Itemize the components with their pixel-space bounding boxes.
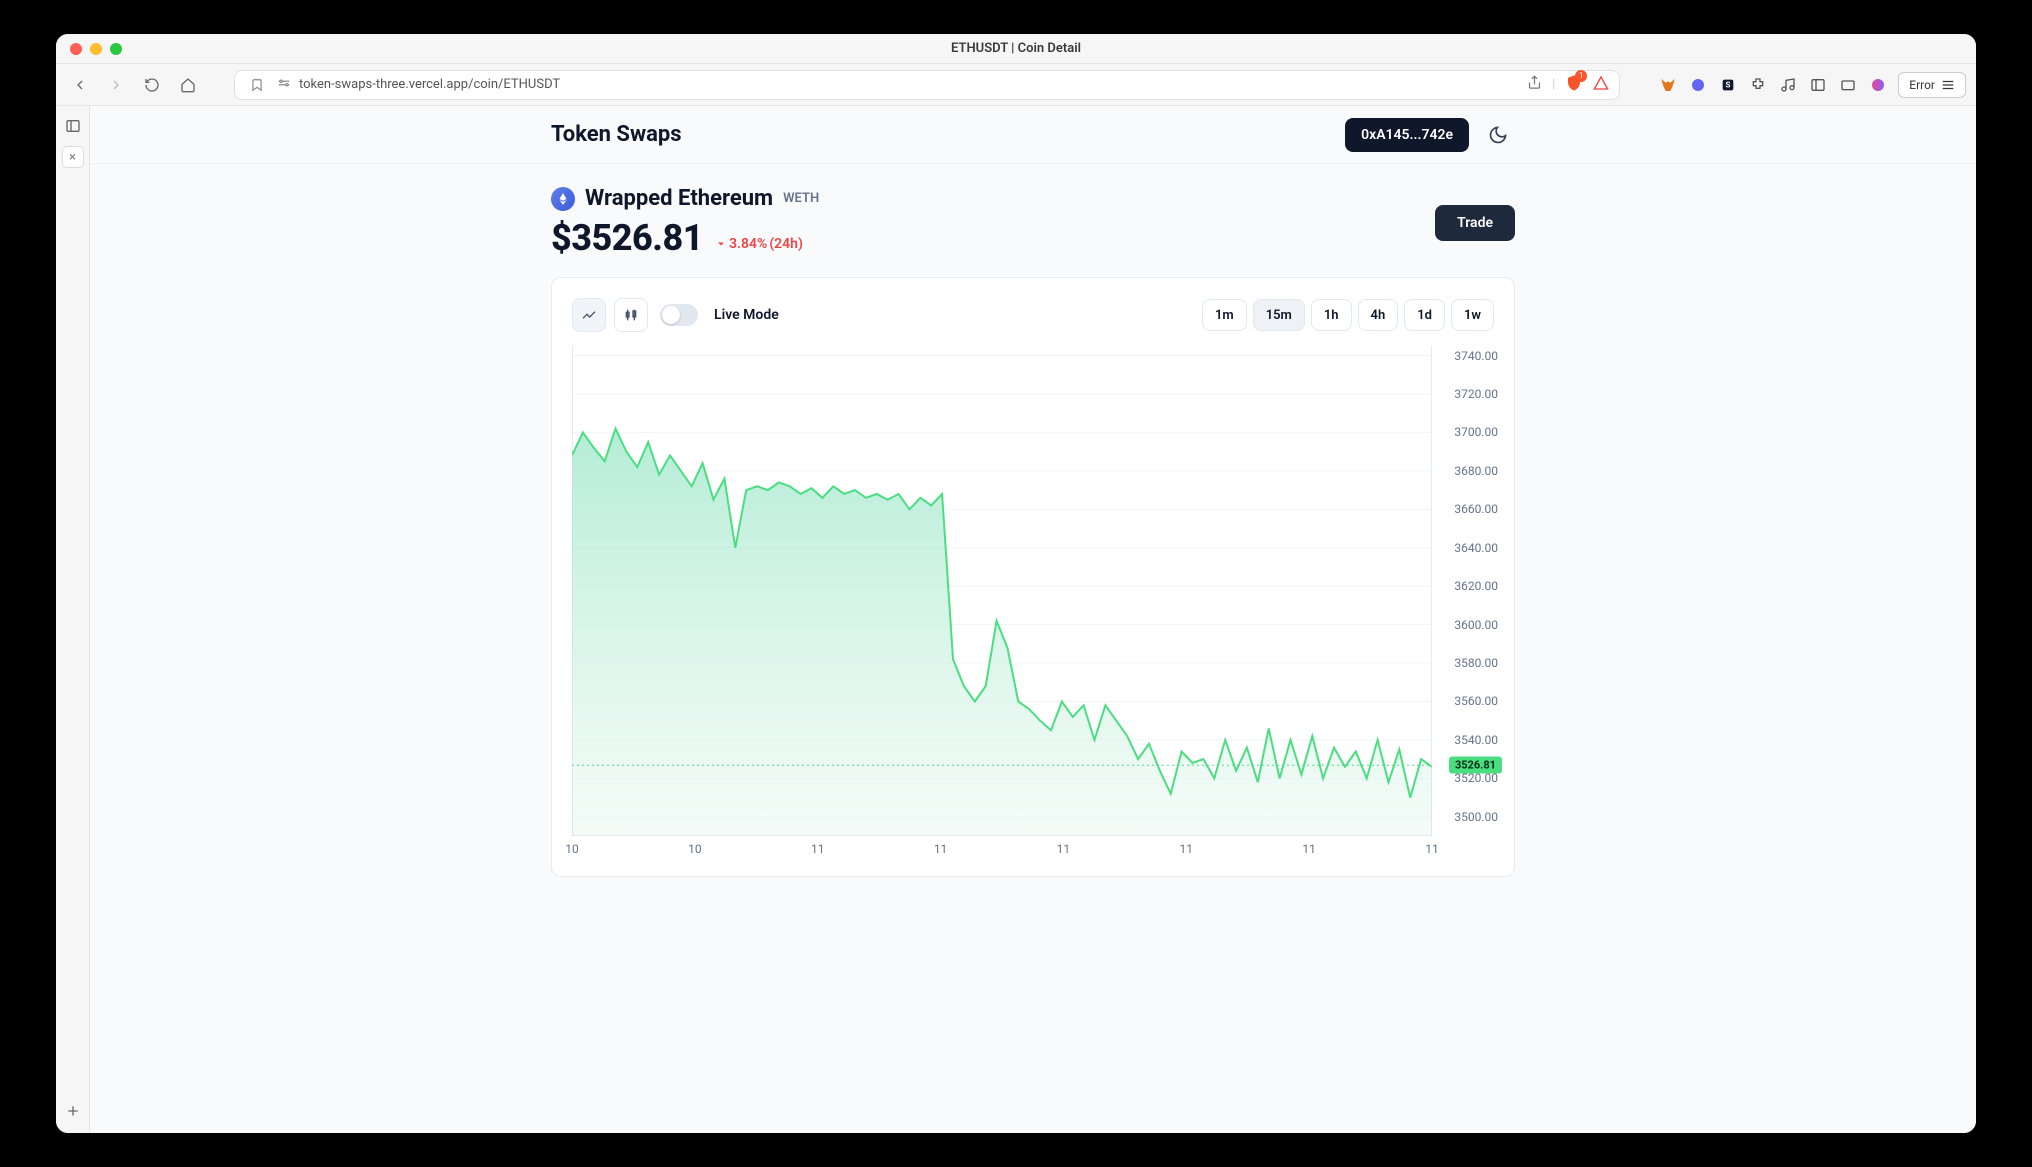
wallet-ext-icon[interactable] bbox=[1838, 75, 1858, 95]
left-rail: × bbox=[56, 106, 90, 1133]
y-tick: 3640.00 bbox=[1454, 541, 1498, 555]
traffic-lights bbox=[56, 43, 122, 55]
timeframe-4h[interactable]: 4h bbox=[1358, 299, 1399, 331]
bookmark-icon[interactable] bbox=[245, 78, 269, 92]
y-tick: 3700.00 bbox=[1454, 425, 1498, 439]
y-tick: 3600.00 bbox=[1454, 618, 1498, 632]
theme-toggle-button[interactable] bbox=[1481, 118, 1515, 152]
app-title: Token Swaps bbox=[551, 122, 682, 147]
y-axis: 3740.00 3720.00 3700.00 3680.00 3660.00 3640.… bbox=[1436, 346, 1498, 810]
chart-area: 3740.003720.003700.003680.003660.003640.… bbox=[572, 346, 1432, 836]
coin-change: 3.84% (24h) bbox=[715, 236, 803, 252]
reload-button[interactable] bbox=[138, 71, 166, 99]
maximize-window-button[interactable] bbox=[110, 43, 122, 55]
y-tick: 3620.00 bbox=[1454, 579, 1498, 593]
x-tick: 11 bbox=[1057, 842, 1071, 856]
y-tick: 3540.00 bbox=[1454, 733, 1498, 747]
browser-window: ETHUSDT | Coin Detail token-swaps-three.… bbox=[56, 34, 1976, 1133]
close-window-button[interactable] bbox=[70, 43, 82, 55]
home-button[interactable] bbox=[174, 71, 202, 99]
sidebar-toggle-icon[interactable] bbox=[1808, 75, 1828, 95]
media-icon[interactable] bbox=[1778, 75, 1798, 95]
candle-chart-button[interactable] bbox=[614, 298, 648, 332]
extension-icons: S Error bbox=[1658, 72, 1966, 98]
browser-toolbar: token-swaps-three.vercel.app/coin/ETHUSD… bbox=[56, 64, 1976, 106]
titlebar: ETHUSDT | Coin Detail bbox=[56, 34, 1976, 64]
minimize-window-button[interactable] bbox=[90, 43, 102, 55]
x-tick: 11 bbox=[1425, 842, 1439, 856]
close-tab-button[interactable]: × bbox=[62, 146, 84, 168]
y-tick: 3720.00 bbox=[1454, 387, 1498, 401]
forward-button[interactable] bbox=[102, 71, 130, 99]
coin-header: Wrapped Ethereum WETH $3526.81 3.84% (24… bbox=[551, 186, 1515, 259]
extension-icon-3[interactable]: S bbox=[1718, 75, 1738, 95]
y-tick: 3500.00 bbox=[1454, 810, 1498, 824]
current-price-marker: 3526.81 bbox=[1449, 757, 1502, 774]
url-text: token-swaps-three.vercel.app/coin/ETHUSD… bbox=[299, 77, 560, 92]
coin-symbol: WETH bbox=[783, 191, 819, 206]
y-tick: 3660.00 bbox=[1454, 502, 1498, 516]
chart-card: Live Mode 1m15m1h4h1d1w 3740.00 3720.00 37… bbox=[551, 277, 1515, 877]
timeframe-15m[interactable]: 15m bbox=[1253, 299, 1305, 331]
body: × Token Swaps 0xA145...742e bbox=[56, 106, 1976, 1133]
brave-shields-icon[interactable]: 1 bbox=[1565, 74, 1583, 96]
x-tick: 11 bbox=[1180, 842, 1194, 856]
error-label: Error bbox=[1909, 78, 1935, 92]
change-pct: 3.84% bbox=[729, 236, 767, 252]
timeframe-1d[interactable]: 1d bbox=[1404, 299, 1445, 331]
shields-badge: 1 bbox=[1575, 70, 1587, 82]
address-bar[interactable]: token-swaps-three.vercel.app/coin/ETHUSD… bbox=[234, 70, 1620, 100]
change-period: (24h) bbox=[769, 236, 803, 252]
y-tick: 3680.00 bbox=[1454, 464, 1498, 478]
x-tick: 10 bbox=[688, 842, 702, 856]
live-mode-label: Live Mode bbox=[714, 307, 779, 323]
trade-label: Trade bbox=[1457, 215, 1493, 231]
extensions-menu-icon[interactable] bbox=[1748, 75, 1768, 95]
extension-icon-2[interactable] bbox=[1688, 75, 1708, 95]
live-mode-toggle[interactable] bbox=[660, 304, 698, 326]
x-tick: 10 bbox=[565, 842, 579, 856]
chart-controls: Live Mode 1m15m1h4h1d1w bbox=[572, 298, 1494, 332]
share-icon[interactable] bbox=[1527, 75, 1542, 94]
wallet-address: 0xA145...742e bbox=[1361, 127, 1453, 143]
y-tick: 3580.00 bbox=[1454, 656, 1498, 670]
timeframe-1m[interactable]: 1m bbox=[1202, 299, 1247, 331]
metamask-icon[interactable] bbox=[1658, 75, 1678, 95]
coin-name: Wrapped Ethereum bbox=[585, 186, 773, 211]
error-button[interactable]: Error bbox=[1898, 72, 1966, 98]
add-tab-button[interactable] bbox=[61, 1099, 85, 1123]
page-content: Token Swaps 0xA145...742e bbox=[90, 106, 1976, 1133]
coin-price: $3526.81 bbox=[551, 217, 703, 259]
panel-icon[interactable] bbox=[61, 114, 85, 138]
leo-icon[interactable] bbox=[1868, 75, 1888, 95]
y-tick: 3560.00 bbox=[1454, 694, 1498, 708]
x-tick: 11 bbox=[1302, 842, 1316, 856]
caret-down-icon bbox=[715, 238, 727, 250]
x-axis-labels: 1010111111111111 bbox=[572, 836, 1432, 856]
line-chart-button[interactable] bbox=[572, 298, 606, 332]
timeframe-group: 1m15m1h4h1d1w bbox=[1202, 299, 1494, 331]
x-tick: 11 bbox=[934, 842, 948, 856]
window-title: ETHUSDT | Coin Detail bbox=[56, 41, 1976, 56]
timeframe-1w[interactable]: 1w bbox=[1451, 299, 1494, 331]
eth-icon bbox=[551, 187, 575, 211]
price-chart[interactable] bbox=[572, 346, 1432, 836]
y-tick: 3740.00 bbox=[1454, 349, 1498, 363]
x-tick: 11 bbox=[811, 842, 825, 856]
back-button[interactable] bbox=[66, 71, 94, 99]
site-settings-icon[interactable] bbox=[277, 76, 291, 93]
app-header: Token Swaps 0xA145...742e bbox=[90, 106, 1976, 164]
brave-triangle-icon[interactable] bbox=[1593, 75, 1609, 95]
wallet-button[interactable]: 0xA145...742e bbox=[1345, 118, 1469, 152]
timeframe-1h[interactable]: 1h bbox=[1311, 299, 1352, 331]
svg-text:S: S bbox=[1726, 80, 1731, 89]
trade-button[interactable]: Trade bbox=[1435, 205, 1515, 241]
